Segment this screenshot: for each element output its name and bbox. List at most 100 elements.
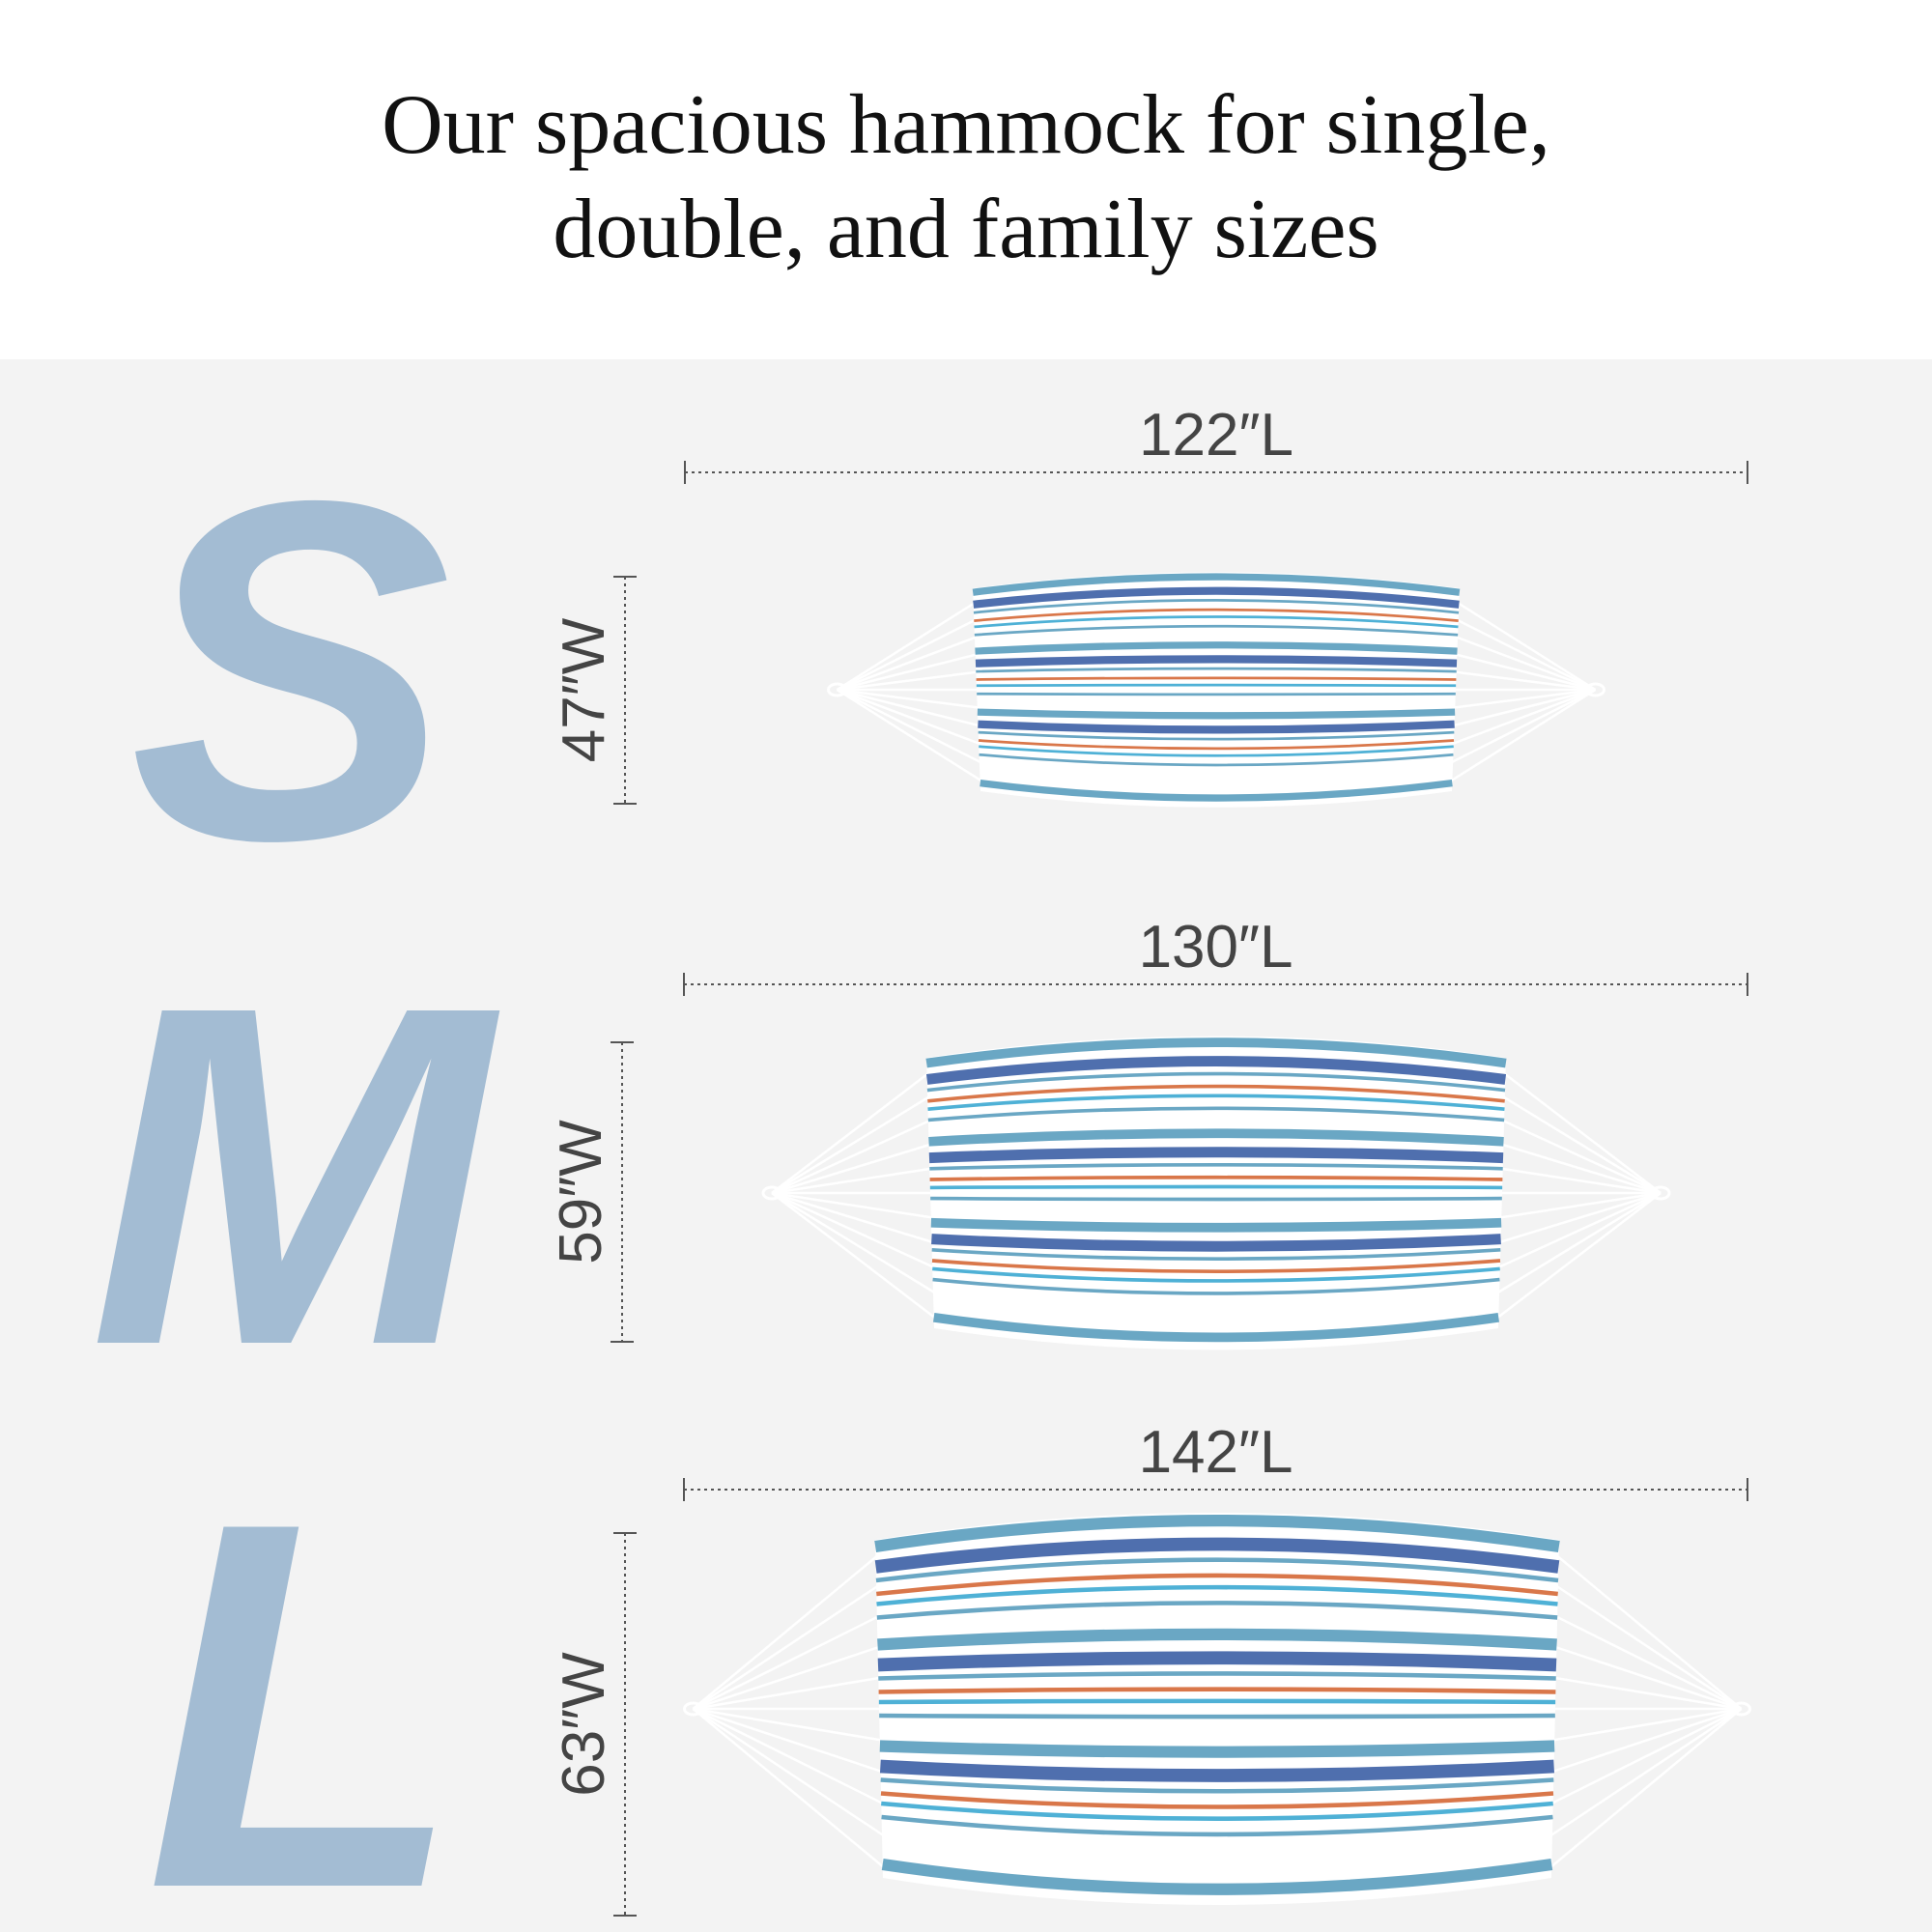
- rope: [1548, 1707, 1742, 1743]
- stripe: [874, 1537, 1560, 1574]
- stripe: [933, 1312, 1499, 1343]
- rope: [837, 688, 983, 728]
- stripe: [874, 1515, 1560, 1553]
- stripe: [880, 1791, 1554, 1809]
- rope: [1548, 1707, 1743, 1838]
- stripe: [928, 1128, 1504, 1147]
- width-label: 63″W: [551, 1652, 617, 1797]
- stripe: [925, 1037, 1507, 1068]
- size-letter: L: [145, 1414, 464, 1932]
- length-label: 130″L: [1139, 914, 1293, 980]
- hammock-illustration: [761, 1036, 1671, 1350]
- size-letter: M: [89, 905, 504, 1445]
- stripe: [876, 1584, 1558, 1606]
- rope: [837, 688, 983, 710]
- rope: [692, 1548, 886, 1710]
- rope: [1449, 596, 1597, 692]
- length-label: 122″L: [1139, 402, 1293, 469]
- stripe: [926, 1071, 1506, 1093]
- hammock-illustration: [827, 572, 1605, 808]
- rope: [1495, 1141, 1662, 1195]
- stripe: [877, 1651, 1557, 1672]
- rope: [693, 1707, 886, 1743]
- stripe: [973, 599, 1460, 614]
- hammock-body: [926, 1036, 1506, 1350]
- rope: [836, 596, 983, 692]
- stripe: [881, 1801, 1553, 1821]
- stripe: [979, 745, 1454, 757]
- rope: [693, 1707, 886, 1775]
- rope: [1449, 633, 1596, 692]
- rope: [1495, 1191, 1662, 1245]
- rope: [836, 688, 983, 783]
- stripe: [879, 1759, 1555, 1782]
- stripe: [876, 1573, 1558, 1597]
- rope: [1449, 688, 1597, 783]
- stripe: [975, 641, 1458, 655]
- stripe: [974, 608, 1459, 622]
- stripe: [972, 573, 1461, 596]
- stripe: [927, 1094, 1505, 1112]
- stripe: [976, 683, 1457, 688]
- rope: [837, 651, 983, 692]
- hammock-body: [973, 572, 1460, 808]
- stripe: [932, 1266, 1500, 1283]
- rope: [771, 1191, 937, 1245]
- rope: [771, 1091, 937, 1195]
- rope: [1548, 1707, 1742, 1775]
- rope: [771, 1066, 937, 1194]
- rope: [1449, 651, 1596, 692]
- size-letter: S: [129, 400, 454, 940]
- rope: [692, 1708, 886, 1869]
- rope: [692, 1579, 886, 1711]
- rope: [836, 688, 983, 765]
- stripe: [932, 1277, 1500, 1295]
- ring: [761, 1185, 782, 1201]
- rope: [693, 1643, 886, 1711]
- hammock-illustration: [683, 1513, 1751, 1905]
- size-row: L 142″L 63″W: [145, 1414, 1751, 1932]
- rope: [1449, 614, 1597, 692]
- rope: [1495, 1191, 1662, 1270]
- stripe: [875, 1557, 1559, 1583]
- rope: [1495, 1166, 1662, 1195]
- size-row: M 130″L 59″W: [89, 905, 1748, 1445]
- stripe: [979, 753, 1454, 767]
- stripe: [931, 1234, 1501, 1252]
- rope: [1449, 688, 1597, 765]
- stripe: [879, 1713, 1555, 1719]
- stripe: [978, 730, 1455, 741]
- rope: [837, 688, 983, 747]
- ring: [1731, 1701, 1751, 1717]
- stripe: [929, 1184, 1503, 1190]
- ring: [683, 1701, 703, 1717]
- rope: [1548, 1611, 1743, 1711]
- rope: [692, 1611, 886, 1711]
- rope: [1495, 1091, 1662, 1195]
- width-label: 59″W: [548, 1120, 614, 1264]
- stripe: [877, 1628, 1557, 1651]
- stripe: [876, 1601, 1558, 1620]
- stripe: [931, 1259, 1501, 1274]
- rope: [771, 1192, 937, 1320]
- stripe: [978, 739, 1455, 751]
- stripe: [927, 1084, 1505, 1103]
- stripe: [975, 655, 1458, 668]
- stripe: [925, 1056, 1507, 1085]
- rope: [1449, 688, 1596, 747]
- stripe: [978, 720, 1455, 734]
- stripe: [930, 1196, 1502, 1202]
- rope: [693, 1675, 886, 1711]
- stripe: [930, 1217, 1502, 1233]
- rope: [1548, 1548, 1743, 1710]
- rope: [692, 1707, 886, 1838]
- header-bg: [0, 0, 1932, 359]
- rope: [1495, 1191, 1662, 1295]
- stripe: [929, 1162, 1503, 1171]
- rope: [1449, 688, 1596, 710]
- size-row: S 122″L 47″W: [129, 400, 1748, 940]
- rope: [837, 633, 983, 692]
- hammock-body: [875, 1513, 1559, 1905]
- stripe: [879, 1740, 1555, 1758]
